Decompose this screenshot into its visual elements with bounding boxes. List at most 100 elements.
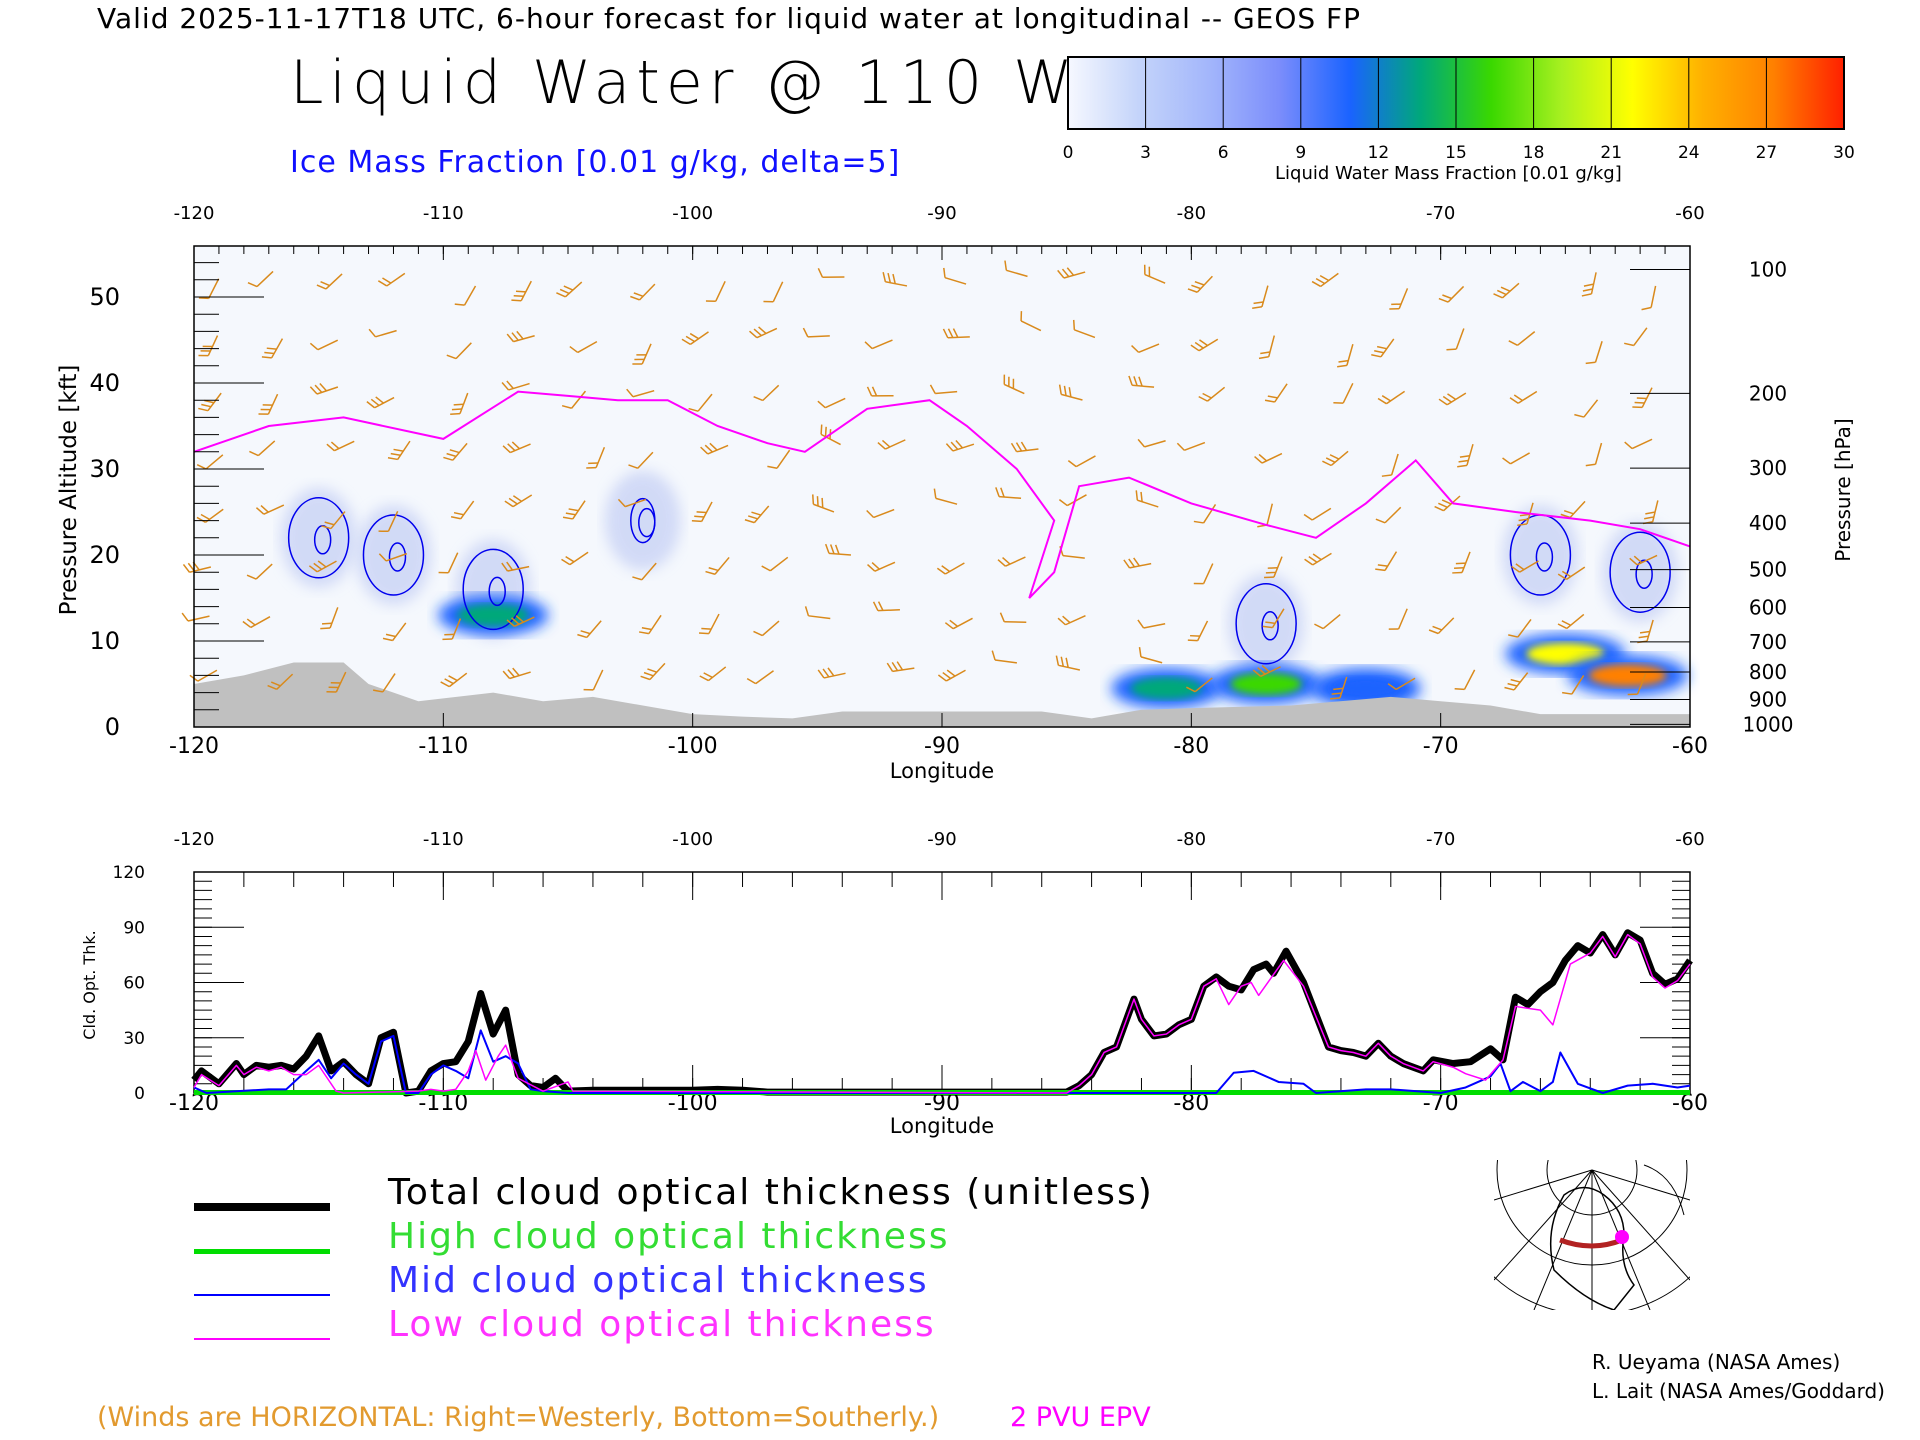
colorbar-tick-label: 12: [1368, 143, 1390, 163]
wind-barb-flag: [1314, 623, 1324, 630]
wind-barb-staff: [1398, 288, 1409, 309]
wind-barb-flag: [1557, 623, 1568, 630]
wind-barb-staff: [1510, 452, 1530, 465]
wind-barb-flag: [1135, 490, 1139, 501]
wind-barb-flag: [507, 669, 515, 678]
wind-barb-flag: [1252, 669, 1262, 677]
wind-barb: [446, 342, 472, 360]
wind-barb-flag: [1331, 692, 1342, 695]
wind-barb-staff: [755, 670, 774, 685]
wind-barb: [502, 441, 531, 454]
wind-barb: [1574, 399, 1599, 418]
wind-barb: [1508, 618, 1532, 638]
wind-barb: [1252, 285, 1269, 309]
wind-barb-flag: [319, 383, 328, 392]
y-axis-label: Cld. Opt. Thk.: [80, 930, 99, 1039]
pressure-tick-label: 900: [1749, 687, 1787, 711]
wind-barb-flag: [877, 441, 886, 450]
wind-barb-staff: [1519, 560, 1539, 573]
wind-barb-staff: [871, 339, 893, 350]
wind-barb: [1438, 285, 1465, 303]
wind-barb-flag: [744, 519, 755, 524]
wind-barb-flag: [991, 650, 996, 661]
wind-barb-staff: [808, 615, 831, 620]
wind-barb-flag: [1252, 306, 1263, 309]
x-tick-label-top: -100: [672, 203, 713, 224]
wind-barb-flag: [1264, 399, 1275, 403]
wind-barb-flag: [1515, 563, 1525, 571]
x-tick-label-top: -80: [1177, 829, 1206, 850]
wind-barb-flag: [1143, 264, 1146, 275]
wind-barb-flag: [1428, 629, 1439, 635]
wind-barb-flag: [309, 342, 319, 351]
page-title: Liquid Water @ 110 W: [290, 48, 1079, 118]
wind-barb-staff: [1463, 669, 1476, 690]
wind-barb-flag: [822, 668, 830, 678]
x-tick-label: -120: [169, 1091, 219, 1116]
wind-barb: [1311, 272, 1339, 288]
wind-barb-staff: [513, 334, 535, 343]
wind-barb: [1624, 438, 1653, 450]
wind-barb-flag: [689, 332, 699, 340]
wind-barb-flag: [378, 553, 387, 562]
wind-barb-flag: [200, 350, 211, 352]
wind-barb-flag: [1148, 266, 1151, 277]
wind-barb-flag: [950, 441, 959, 450]
wind-barb-staff: [1266, 503, 1274, 526]
wind-barb-flag: [1319, 274, 1330, 282]
wind-barb-staff: [935, 390, 958, 395]
wind-barb-flag: [1304, 558, 1314, 566]
wind-barb: [387, 440, 411, 461]
wind-barb-flag: [1330, 697, 1341, 700]
wind-barb: [181, 612, 210, 622]
wind-barb-flag: [1432, 625, 1443, 631]
optical-thickness-plot: -120-120-110-110-100-100-90-90-80-80-70-…: [80, 829, 1708, 1138]
wind-barb-staff: [944, 562, 965, 575]
wind-barb-flag: [746, 678, 757, 685]
wind-barb: [1258, 335, 1276, 360]
wind-barb-staff: [697, 393, 713, 412]
wind-barb-flag: [632, 363, 643, 365]
wind-barb-staff: [250, 616, 271, 629]
wind-barb: [501, 561, 530, 572]
wind-barb-flag: [1012, 378, 1015, 389]
pressure-tick-label: 200: [1749, 381, 1787, 405]
wind-barb: [506, 330, 535, 343]
wind-barb-staff: [1198, 338, 1219, 352]
wind-barb-staff: [701, 501, 713, 522]
wind-barb-flag: [1186, 686, 1196, 693]
wind-barb-staff: [714, 556, 730, 575]
wind-barb-flag: [1191, 284, 1201, 290]
wind-barb-staff: [208, 278, 220, 299]
wind-barb-flag: [866, 386, 873, 397]
x-tick-label-top: -60: [1675, 829, 1704, 850]
wind-barb: [1428, 617, 1455, 635]
wind-barb-staff: [761, 620, 780, 637]
wind-barb-flag: [758, 326, 767, 335]
ice-contour: [388, 542, 407, 572]
wind-barb: [442, 618, 462, 641]
wind-barb-staff: [1594, 442, 1603, 465]
wind-barb: [1187, 275, 1213, 293]
wind-barb: [1452, 551, 1471, 574]
wind-barb-flag: [1581, 293, 1592, 297]
wind-barb-flag: [1375, 518, 1386, 524]
wind-barb-flag: [450, 412, 461, 416]
wind-barb-staff: [1455, 328, 1465, 350]
wind-barb-flag: [568, 508, 579, 512]
liquid-water-core: [1330, 677, 1402, 700]
wind-barb-staff: [316, 386, 339, 395]
wind-barb-flag: [1434, 505, 1444, 512]
wind-barb: [1264, 556, 1283, 579]
wind-barb-flag: [1371, 354, 1382, 358]
x-tick-label-top: -120: [174, 203, 215, 224]
wind-barb-staff: [509, 671, 531, 680]
colorbar-tick-label: 3: [1140, 143, 1151, 163]
wind-barb-flag: [633, 292, 644, 297]
wind-barb: [1557, 566, 1586, 581]
wind-barb-flag: [1338, 359, 1349, 363]
wind-barb-staff: [1571, 675, 1585, 695]
wind-barb-flag: [1312, 553, 1322, 561]
subtitle: Ice Mass Fraction [0.01 g/kg, delta=5]: [290, 145, 901, 180]
wind-barb: [945, 440, 975, 452]
